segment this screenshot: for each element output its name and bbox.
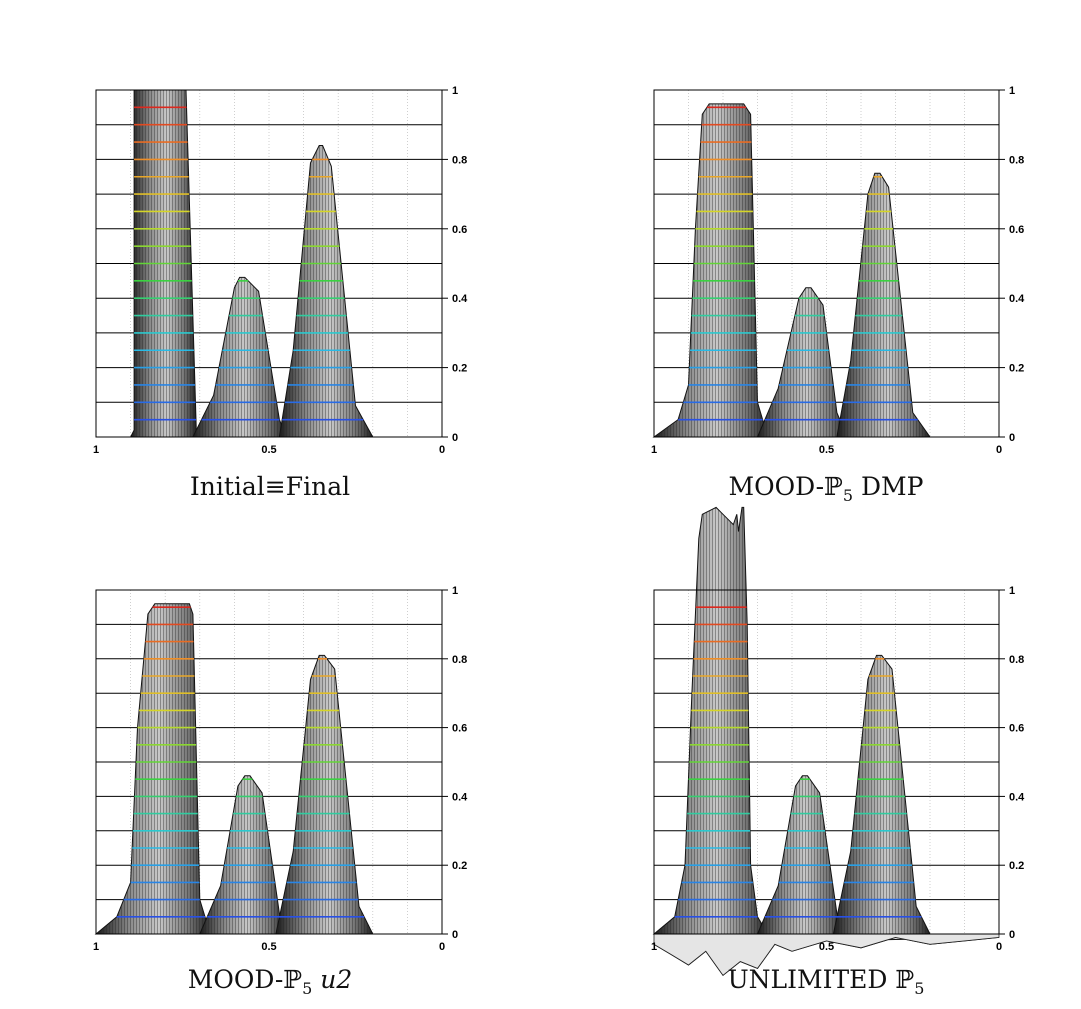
y-tick-label: 0 <box>452 929 458 941</box>
y-tick-label: 0.6 <box>1009 224 1024 236</box>
surface-mesh-2 <box>275 655 373 934</box>
chart-mood-dmp: 0 0.2 0.4 0.6 0.8 1 1 0.5 0 <box>651 85 1025 456</box>
y-tick-label: 0.6 <box>452 723 467 735</box>
y-tick-label: 0.2 <box>1009 363 1024 375</box>
plot-frame-top <box>653 89 1000 438</box>
surface-mesh-0 <box>654 103 768 438</box>
y-tick-label: 0.2 <box>452 363 467 375</box>
surface-mesh-1 <box>757 775 844 934</box>
x-tick-label: 1 <box>651 941 657 953</box>
y-tick-label: 0 <box>1009 432 1015 444</box>
y-tick-label: 1 <box>452 585 458 597</box>
panel-mood-u2: 0 0.2 0.4 0.6 0.8 1 1 0.5 0 MOOD-ℙ5 u2 <box>0 500 540 1009</box>
surface-mesh-2 <box>836 173 930 438</box>
caption-mood-dmp: MOOD-ℙ5 DMP <box>728 472 924 505</box>
caption-initial: Initial≡Final <box>189 472 351 501</box>
y-tick-label: 0.4 <box>1009 791 1025 803</box>
x-tick-label: 0.5 <box>261 444 276 456</box>
chart-mood-u2: 0 0.2 0.4 0.6 0.8 1 1 0.5 0 <box>93 585 468 953</box>
plot-frame-top <box>95 589 443 935</box>
y-tick-label: 1 <box>1009 585 1015 597</box>
surface-mesh-1 <box>199 775 287 934</box>
y-tick-label: 0 <box>1009 929 1015 941</box>
panel-mood-dmp: 0 0.2 0.4 0.6 0.8 1 1 0.5 0 MOOD-ℙ5 DMP <box>540 0 1081 510</box>
y-tick-label: 0.4 <box>1009 293 1025 305</box>
surface-mesh-2 <box>833 655 930 934</box>
plot-frame-top <box>95 89 443 438</box>
surface-mesh-2 <box>279 145 373 437</box>
y-tick-label: 0.2 <box>1009 860 1024 872</box>
y-tick-label: 1 <box>452 85 458 97</box>
y-tick-label: 0.4 <box>452 791 468 803</box>
x-tick-label: 0 <box>996 444 1002 456</box>
y-tick-label: 1 <box>1009 85 1015 97</box>
chart-initial: 0 0.2 0.4 0.6 0.8 1 1 0.5 0 <box>93 85 468 456</box>
surface-mesh-0 <box>96 603 211 934</box>
y-tick-label: 0.8 <box>452 654 467 666</box>
x-tick-label: 0.5 <box>819 941 834 953</box>
x-tick-label: 0.5 <box>819 444 834 456</box>
panel-initial: 0 0.2 0.4 0.6 0.8 1 1 0.5 0 Initial≡Final <box>0 0 540 510</box>
y-tick-label: 0.2 <box>452 860 467 872</box>
x-tick-label: 0 <box>996 941 1002 953</box>
caption-mood-u2: MOOD-ℙ5 u2 <box>187 965 353 998</box>
surface-mesh-1 <box>757 287 848 437</box>
x-tick-label: 0 <box>439 941 445 953</box>
plot-frame-top <box>653 589 1000 935</box>
x-tick-label: 0 <box>439 444 445 456</box>
x-tick-label: 1 <box>93 941 99 953</box>
panel-unlimited: 0 0.2 0.4 0.6 0.8 1 1 0.5 0 UNLIMITED ℙ5 <box>540 500 1081 1009</box>
y-tick-label: 0 <box>452 432 458 444</box>
x-tick-label: 1 <box>93 444 99 456</box>
y-tick-label: 0.6 <box>452 224 467 236</box>
y-tick-label: 0.8 <box>1009 154 1024 166</box>
y-tick-label: 0.8 <box>1009 654 1024 666</box>
y-tick-label: 0.8 <box>452 154 467 166</box>
caption-unlimited: UNLIMITED ℙ5 <box>727 965 925 998</box>
x-tick-label: 0.5 <box>261 941 276 953</box>
chart-unlimited: 0 0.2 0.4 0.6 0.8 1 1 0.5 0 <box>651 506 1025 977</box>
surface-mesh-1 <box>192 277 287 437</box>
surface-mesh-0 <box>654 507 768 934</box>
y-tick-label: 0.6 <box>1009 723 1024 735</box>
y-tick-label: 0.4 <box>452 293 468 305</box>
x-tick-label: 1 <box>651 444 657 456</box>
